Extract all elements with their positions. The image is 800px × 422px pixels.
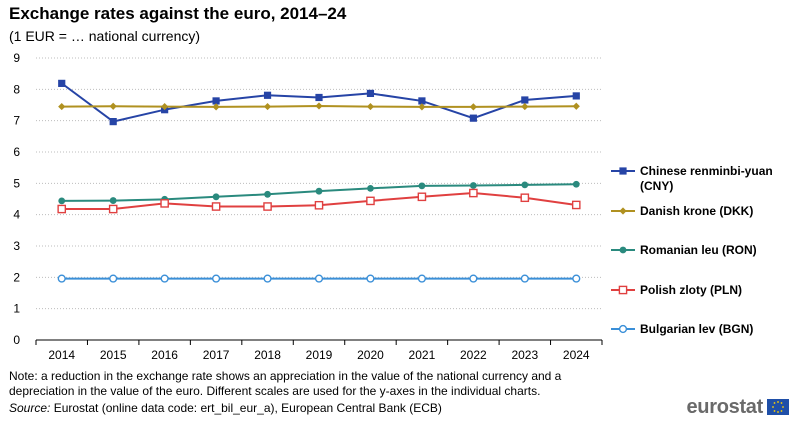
data-point bbox=[108, 204, 118, 214]
source-label: Source: bbox=[9, 401, 51, 415]
data-point bbox=[572, 92, 580, 100]
x-tick-label: 2023 bbox=[511, 348, 538, 362]
y-tick-label: 7 bbox=[13, 114, 20, 128]
x-tick-label: 2017 bbox=[203, 348, 230, 362]
x-tick-label: 2020 bbox=[357, 348, 384, 362]
legend-label: (CNY) bbox=[640, 179, 673, 193]
data-point bbox=[469, 274, 478, 283]
data-point bbox=[161, 102, 169, 111]
data-point bbox=[469, 188, 478, 198]
data-point bbox=[212, 193, 220, 201]
data-point bbox=[418, 182, 426, 190]
data-point bbox=[160, 199, 169, 208]
data-point bbox=[571, 200, 581, 210]
chart-title: Exchange rates against the euro, 2014–24 bbox=[9, 4, 347, 23]
x-tick-label: 2014 bbox=[48, 348, 75, 362]
legend-label: Bulgarian lev (BGN) bbox=[640, 322, 753, 336]
logo-text: eurostat bbox=[686, 395, 763, 418]
eurostat-logo: eurostat bbox=[686, 395, 789, 418]
data-point bbox=[366, 274, 375, 283]
data-point bbox=[366, 89, 375, 98]
x-tick-label: 2018 bbox=[254, 348, 281, 362]
data-point bbox=[264, 190, 271, 198]
data-point bbox=[212, 103, 220, 111]
data-point bbox=[572, 102, 580, 110]
data-point bbox=[315, 93, 323, 102]
y-tick-label: 4 bbox=[13, 208, 20, 222]
x-tick-label: 2021 bbox=[409, 348, 436, 362]
data-point bbox=[520, 274, 529, 283]
data-point bbox=[57, 204, 67, 214]
data-point bbox=[417, 274, 427, 283]
legend-label: Danish krone (DKK) bbox=[640, 204, 753, 218]
data-point bbox=[160, 274, 169, 283]
data-point bbox=[572, 180, 580, 188]
legend-marker bbox=[619, 207, 627, 215]
y-tick-label: 0 bbox=[13, 333, 20, 347]
data-point bbox=[211, 202, 221, 211]
y-tick-label: 6 bbox=[13, 145, 20, 159]
data-point bbox=[469, 103, 477, 111]
line-chart: 0 1 2 3 4 5 6 7 8 9 2014 2015 2016 2017 2018 2019 2020 20… bbox=[13, 51, 773, 362]
y-tick-label: 8 bbox=[13, 82, 20, 96]
data-point bbox=[520, 193, 530, 203]
y-tick-label: 1 bbox=[13, 302, 20, 316]
legend-marker bbox=[618, 324, 628, 334]
data-point bbox=[58, 79, 66, 87]
data-point bbox=[109, 274, 118, 283]
data-point bbox=[418, 103, 426, 111]
legend-label: Chinese renminbi-yuan bbox=[640, 164, 773, 178]
data-point bbox=[109, 102, 117, 110]
data-point bbox=[263, 102, 272, 111]
data-point bbox=[263, 202, 272, 211]
data-point bbox=[58, 197, 66, 205]
y-tick-label: 9 bbox=[13, 51, 20, 65]
x-tick-label: 2022 bbox=[460, 348, 487, 362]
legend-label: Romanian leu (RON) bbox=[640, 243, 757, 257]
data-point bbox=[211, 274, 221, 283]
data-point bbox=[57, 274, 66, 283]
legend-label: Polish zloty (PLN) bbox=[640, 283, 742, 297]
data-point bbox=[314, 200, 324, 210]
data-point bbox=[418, 97, 426, 105]
legend-marker bbox=[619, 167, 627, 175]
chart-subtitle: (1 EUR = … national currency) bbox=[9, 28, 201, 44]
data-point bbox=[366, 102, 375, 111]
x-tick-label: 2016 bbox=[151, 348, 178, 362]
source-text: Eurostat (online data code: ert_bil_eur_… bbox=[50, 401, 442, 415]
y-tick-label: 2 bbox=[13, 270, 20, 284]
legend-marker bbox=[618, 285, 628, 295]
data-point bbox=[58, 102, 66, 111]
data-point bbox=[469, 182, 477, 189]
data-point bbox=[417, 192, 427, 202]
data-point bbox=[315, 187, 323, 195]
legend-marker bbox=[619, 246, 627, 254]
y-tick-label: 3 bbox=[13, 239, 20, 253]
data-point bbox=[109, 118, 117, 126]
x-tick-label: 2015 bbox=[100, 348, 127, 362]
data-point bbox=[572, 274, 581, 283]
eu-flag-icon bbox=[767, 399, 789, 415]
data-point bbox=[315, 102, 323, 110]
data-point bbox=[109, 197, 117, 204]
x-tick-label: 2024 bbox=[563, 348, 590, 362]
data-point bbox=[521, 102, 529, 111]
chart-note: Note: a reduction in the exchange rate s… bbox=[9, 369, 562, 398]
data-point bbox=[366, 196, 375, 206]
data-point bbox=[212, 97, 220, 105]
data-point bbox=[263, 91, 272, 99]
data-point bbox=[367, 184, 374, 192]
data-point bbox=[314, 274, 324, 283]
data-point bbox=[521, 181, 529, 189]
chart-source: Source: Eurostat (online data code: ert_… bbox=[9, 401, 442, 415]
y-tick-label: 5 bbox=[13, 176, 20, 190]
data-point bbox=[521, 96, 529, 104]
x-tick-label: 2019 bbox=[306, 348, 333, 362]
data-point bbox=[469, 114, 477, 122]
data-point bbox=[263, 274, 272, 283]
